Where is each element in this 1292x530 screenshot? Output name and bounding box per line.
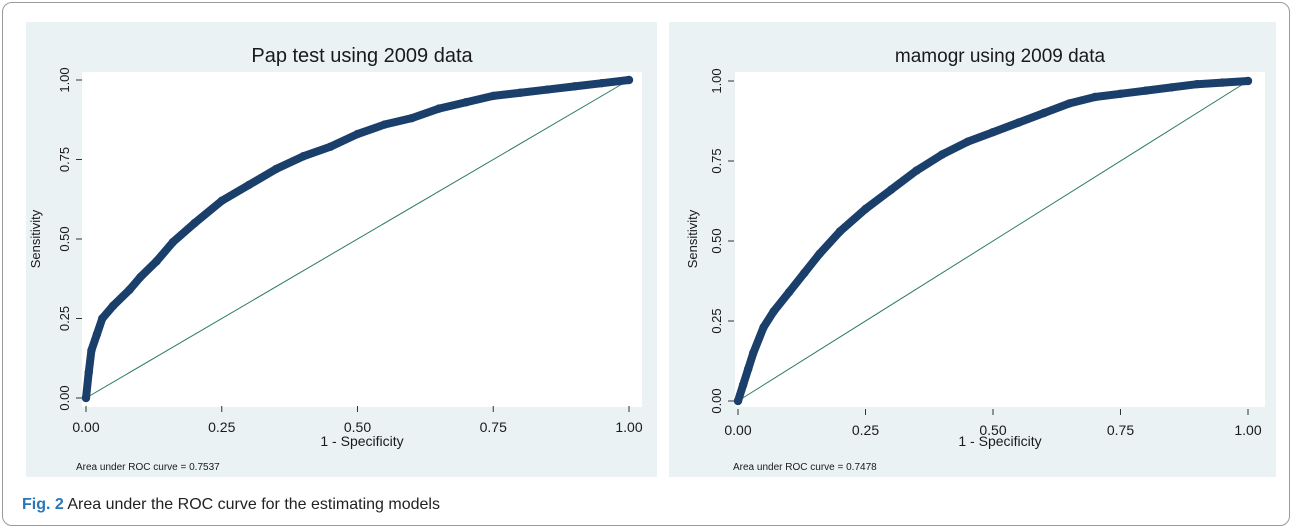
- x-tick-label: 0.50: [344, 419, 371, 435]
- roc-point: [886, 185, 896, 194]
- roc-point: [1167, 83, 1176, 92]
- reference-diagonal-line: [737, 80, 1249, 402]
- x-axis-label: 1 - Specificity: [320, 433, 403, 449]
- roc-point: [543, 85, 552, 94]
- figure-caption-text: Area under the ROC curve for the estimat…: [67, 496, 440, 513]
- roc-point: [516, 88, 525, 97]
- roc-point: [597, 78, 607, 88]
- roc-point: [299, 152, 308, 161]
- roc-point: [217, 196, 226, 206]
- roc-point: [738, 380, 748, 390]
- roc-point: [815, 249, 824, 258]
- auc-note: Area under ROC curve = 0.7537: [76, 462, 220, 473]
- reference-diagonal-line: [85, 79, 630, 399]
- roc-point: [84, 368, 93, 377]
- roc-point: [434, 104, 444, 113]
- roc-chart-mamogr: mamogr using 2009 data Sensitivity 1 - S…: [669, 22, 1276, 477]
- roc-point: [92, 330, 102, 339]
- y-tick-label: 1.00: [57, 67, 72, 92]
- roc-point: [168, 237, 178, 247]
- figure-caption-label: Fig. 2: [22, 496, 64, 513]
- roc-point: [98, 314, 107, 323]
- roc-point: [749, 348, 758, 358]
- roc-curve-points: [81, 75, 634, 403]
- roc-curve-points: [733, 76, 1253, 406]
- roc-point: [271, 164, 281, 174]
- roc-point: [744, 364, 753, 374]
- roc-point: [380, 120, 389, 129]
- x-tick-label: 0.25: [852, 422, 879, 438]
- roc-point: [624, 75, 634, 85]
- y-tick-label: 0.00: [709, 388, 724, 413]
- roc-point: [125, 285, 134, 295]
- y-tick-label: 0.25: [709, 308, 724, 333]
- plot-area: [82, 72, 642, 407]
- roc-point: [1243, 76, 1253, 86]
- roc-point: [489, 91, 498, 101]
- roc-point: [784, 288, 794, 297]
- y-tick-label: 0.50: [709, 228, 724, 253]
- roc-point: [1218, 78, 1227, 87]
- roc-point: [835, 227, 845, 236]
- x-tick-label: 0.00: [72, 419, 99, 435]
- roc-point: [1065, 99, 1074, 108]
- roc-point: [861, 204, 870, 214]
- roc-point: [1014, 118, 1023, 127]
- x-axis-label: 1 - Specificity: [958, 433, 1041, 449]
- roc-point: [963, 137, 972, 146]
- roc-point: [1116, 89, 1125, 99]
- roc-point: [1090, 92, 1100, 102]
- x-tick-label: 0.25: [208, 419, 235, 435]
- roc-point: [759, 323, 768, 332]
- roc-point: [244, 180, 254, 190]
- y-tick-label: 0.25: [57, 306, 72, 331]
- x-tick-label: 0.75: [1107, 422, 1134, 438]
- y-tick-label: 1.00: [709, 68, 724, 93]
- x-tick-label: 1.00: [615, 419, 642, 435]
- axis-ticks: 0.00 0.25 0.50 0.75 1.00 0.00 0.25 0.50 0.75 1.00: [709, 68, 1262, 438]
- roc-chart-pap-test-svg: Pap test using 2009 data Sensitivity 1 -…: [28, 45, 643, 473]
- roc-point: [937, 150, 947, 159]
- x-tick-label: 0.50: [979, 422, 1006, 438]
- x-tick-label: 0.00: [724, 422, 751, 438]
- roc-point: [152, 257, 161, 266]
- y-axis-label: Sensitivity: [28, 209, 43, 268]
- roc-point: [136, 272, 145, 282]
- roc-point: [353, 129, 362, 139]
- roc-point: [1192, 80, 1202, 89]
- roc-chart-mamogr-svg: mamogr using 2009 data Sensitivity 1 - S…: [685, 46, 1265, 473]
- y-axis-label: Sensitivity: [685, 209, 700, 268]
- roc-point: [461, 98, 471, 107]
- x-tick-label: 0.75: [480, 419, 507, 435]
- auc-note: Area under ROC curve = 0.7478: [733, 462, 877, 473]
- chart-title: mamogr using 2009 data: [895, 46, 1106, 67]
- roc-point: [108, 301, 118, 310]
- figure-caption: Fig. 2 Area under the ROC curve for the …: [22, 496, 440, 514]
- y-tick-label: 0.75: [57, 147, 72, 172]
- x-tick-label: 1.00: [1234, 422, 1261, 438]
- chart-title: Pap test using 2009 data: [251, 45, 473, 67]
- roc-point: [733, 396, 743, 406]
- y-tick-label: 0.00: [57, 385, 72, 410]
- roc-point: [190, 218, 199, 228]
- roc-point: [800, 268, 809, 278]
- roc-point: [1141, 86, 1151, 95]
- y-tick-label: 0.50: [57, 226, 72, 251]
- plot-area: [735, 72, 1265, 407]
- roc-point: [988, 128, 998, 137]
- roc-point: [570, 82, 579, 91]
- axis-ticks: 0.00 0.25 0.50 0.75 1.00 0.00 0.25 0.50 0.75 1.00: [57, 67, 643, 435]
- roc-point: [1039, 108, 1049, 118]
- roc-point: [912, 166, 921, 175]
- roc-point: [87, 346, 96, 355]
- roc-point: [769, 307, 778, 316]
- roc-chart-pap-test: Pap test using 2009 data Sensitivity 1 -…: [26, 22, 657, 477]
- roc-point: [81, 393, 91, 403]
- roc-point: [326, 142, 335, 151]
- y-tick-label: 0.75: [709, 148, 724, 173]
- roc-point: [407, 113, 416, 123]
